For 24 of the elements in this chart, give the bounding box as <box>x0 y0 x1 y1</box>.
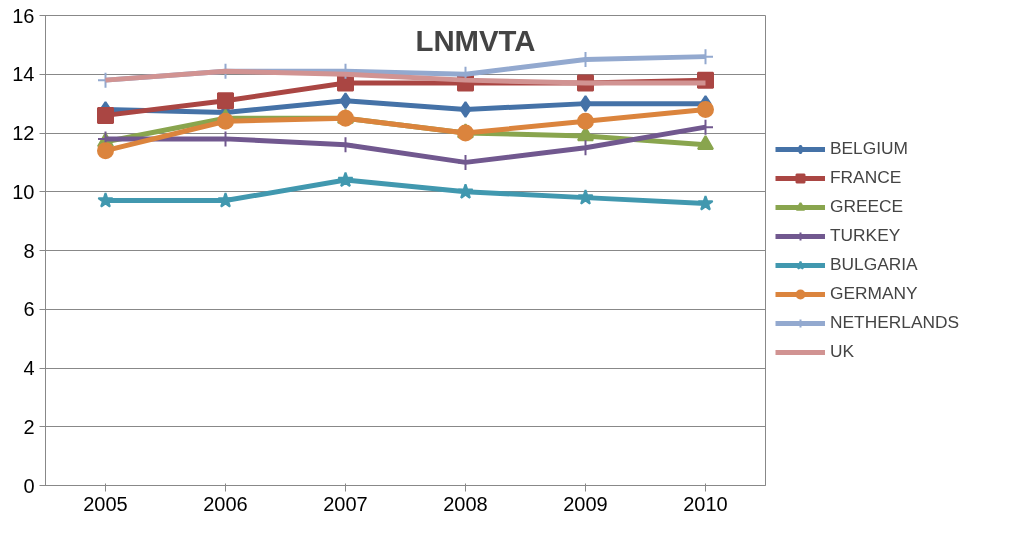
x-tick-label: 2006 <box>203 492 248 515</box>
legend-label: BELGIUM <box>830 138 908 159</box>
legend-label: BULGARIA <box>830 254 918 275</box>
x-tick-label: 2009 <box>563 492 608 515</box>
chart-title: LNMVTA <box>415 23 536 57</box>
y-tick-label: 6 <box>23 298 35 321</box>
legend-label: TURKEY <box>830 225 901 246</box>
x-tick-label: 2008 <box>443 492 488 515</box>
y-tick-label: 14 <box>12 63 35 86</box>
legend-label: NETHERLANDS <box>830 312 960 333</box>
legend-label: GERMANY <box>830 283 918 304</box>
y-tick-label: 16 <box>12 4 35 27</box>
legend-label: UK <box>830 341 855 362</box>
y-tick-label: 0 <box>23 474 35 497</box>
y-tick-label: 4 <box>23 357 35 379</box>
x-tick-label: 2005 <box>83 492 128 515</box>
y-tick-label: 12 <box>12 122 35 144</box>
legend-label: FRANCE <box>830 167 902 188</box>
legend-label: GREECE <box>830 196 904 217</box>
y-tick-label: 10 <box>12 180 35 203</box>
y-tick-label: 8 <box>23 239 35 262</box>
y-tick-label: 2 <box>23 415 35 438</box>
x-tick-label: 2007 <box>323 492 368 515</box>
x-tick-label: 2010 <box>683 492 728 515</box>
